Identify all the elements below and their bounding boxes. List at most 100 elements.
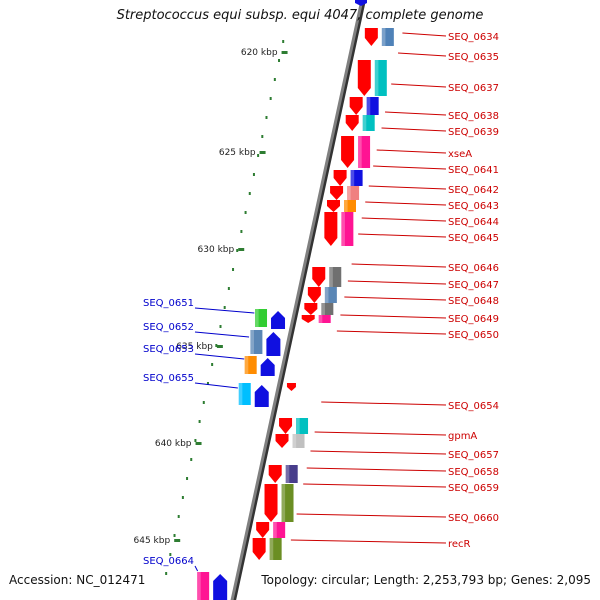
gene-leader-line — [351, 263, 447, 268]
gene-cog-block-shade — [329, 267, 333, 287]
scale-minor-tick — [227, 287, 230, 290]
gene-cog-block — [324, 287, 337, 303]
gene-cog-block — [350, 170, 363, 186]
gene-leader-line — [376, 149, 447, 154]
gene-forward-arrow — [301, 315, 315, 323]
gene-cog-block — [362, 115, 375, 131]
gene-cog-block — [273, 522, 286, 538]
gene-cog-block — [381, 28, 394, 46]
gene-label-seq_0660: SEQ_0660 — [448, 513, 499, 524]
gene-label-seq_0664: SEQ_0664 — [143, 556, 194, 567]
gene-reverse-arrow — [213, 574, 228, 600]
scale-minor-tick — [252, 173, 255, 176]
scale-minor-tick — [219, 325, 222, 328]
accession-label: Accession: NC_012471 — [9, 573, 146, 587]
gene-leader-line — [397, 52, 447, 57]
gene-cog-block — [238, 383, 251, 405]
gene-cog-block-shade — [273, 522, 277, 538]
gene-leader-line — [194, 307, 255, 314]
scale-minor-tick — [269, 97, 272, 100]
scale-minor-tick — [232, 268, 235, 271]
gene-cog-block-shade — [341, 212, 345, 246]
gene-forward-arrow — [327, 200, 340, 212]
gene-cog-block-shade — [244, 356, 249, 374]
gene-cog-block-shade — [250, 330, 254, 354]
gene-label-seq_0638: SEQ_0638 — [448, 111, 499, 122]
gene-leader-line — [310, 450, 447, 455]
gene-cog-block — [285, 465, 298, 483]
scale-minor-tick — [236, 249, 239, 252]
gene-forward-arrow — [349, 97, 363, 115]
gene-forward-arrow — [279, 418, 293, 434]
gene-cog-block-shade — [269, 538, 274, 560]
scale-minor-tick — [211, 363, 214, 366]
gene-label-seq_0648: SEQ_0648 — [448, 296, 499, 307]
gene-cog-block — [296, 418, 309, 434]
gene-cog-block-shade — [344, 200, 348, 212]
gene-label-seq_0651: SEQ_0651 — [143, 298, 194, 309]
scale-label: 630 kbp — [198, 245, 235, 255]
scale-major-tick — [216, 345, 223, 348]
gene-forward-arrow — [312, 267, 326, 287]
gene-leader-line — [306, 467, 447, 472]
gene-leader-line — [344, 296, 447, 301]
scale-label: 640 kbp — [155, 439, 192, 449]
scale-minor-tick — [278, 59, 281, 62]
gene-leader-line — [368, 185, 447, 190]
scale-minor-tick — [240, 230, 243, 233]
gene-forward-arrow — [364, 28, 378, 46]
gene-cog-block — [358, 136, 371, 168]
gene-forward-arrow — [268, 465, 282, 483]
scale-minor-tick — [181, 496, 184, 499]
scale-minor-tick — [194, 439, 197, 442]
gene-cog-block-shade — [358, 136, 362, 168]
gene-leader-line — [358, 233, 447, 238]
gene-cog-block — [292, 434, 305, 448]
gene-leader-line — [314, 431, 447, 436]
gene-label-seq_0645: SEQ_0645 — [448, 233, 499, 244]
scale-minor-tick — [202, 401, 205, 404]
scale-minor-tick — [186, 477, 189, 480]
gene-leader-line — [194, 353, 245, 360]
gene-label-seq_0655: SEQ_0655 — [143, 373, 194, 384]
gene-label-seq_0646: SEQ_0646 — [448, 263, 499, 274]
gene-cog-block-shade — [321, 303, 325, 315]
gene-leader-line — [361, 217, 447, 222]
scale-major-tick — [238, 248, 245, 251]
gene-cog-block-shade — [366, 97, 371, 115]
scale-minor-tick — [223, 306, 226, 309]
gene-label-seq_0639: SEQ_0639 — [448, 127, 499, 138]
gene-label-seq_0653: SEQ_0653 — [143, 344, 194, 355]
gene-cog-block — [341, 212, 354, 246]
gene-forward-arrow — [330, 186, 344, 200]
gene-cog-block-shade — [281, 484, 286, 522]
gene-label-xsea: xseA — [448, 149, 472, 160]
gene-label-seq_0652: SEQ_0652 — [143, 322, 194, 333]
gene-label-seq_0659: SEQ_0659 — [448, 483, 499, 494]
gene-leader-line — [365, 201, 447, 206]
gene-cog-block-shade — [197, 572, 201, 600]
scale-major-tick — [174, 539, 181, 542]
gene-cog-block-shade — [347, 186, 351, 200]
gene-cog-block-shade — [318, 315, 323, 323]
scale-minor-tick — [244, 211, 247, 214]
gene-label-seq_0641: SEQ_0641 — [448, 165, 499, 176]
gene-forward-arrow — [256, 522, 270, 538]
gene-reverse-arrow — [266, 332, 281, 356]
gene-cog-block-shade — [285, 465, 290, 483]
gene-label-seq_0644: SEQ_0644 — [448, 217, 499, 228]
scale-label: 620 kbp — [241, 48, 278, 58]
scale-major-tick — [195, 442, 202, 445]
gene-reverse-arrow — [355, 0, 367, 6]
scale-minor-tick — [173, 534, 176, 537]
scale-minor-tick — [257, 154, 260, 157]
gene-reverse-arrow — [271, 311, 286, 329]
gene-label-gpma: gpmA — [448, 431, 477, 442]
gene-leader-line — [296, 513, 447, 518]
scale-major-tick — [281, 51, 288, 54]
gene-leader-line — [385, 111, 447, 116]
gene-cog-block — [347, 186, 360, 200]
gene-leader-line — [340, 314, 447, 319]
gene-cog-block-shade — [362, 115, 367, 131]
